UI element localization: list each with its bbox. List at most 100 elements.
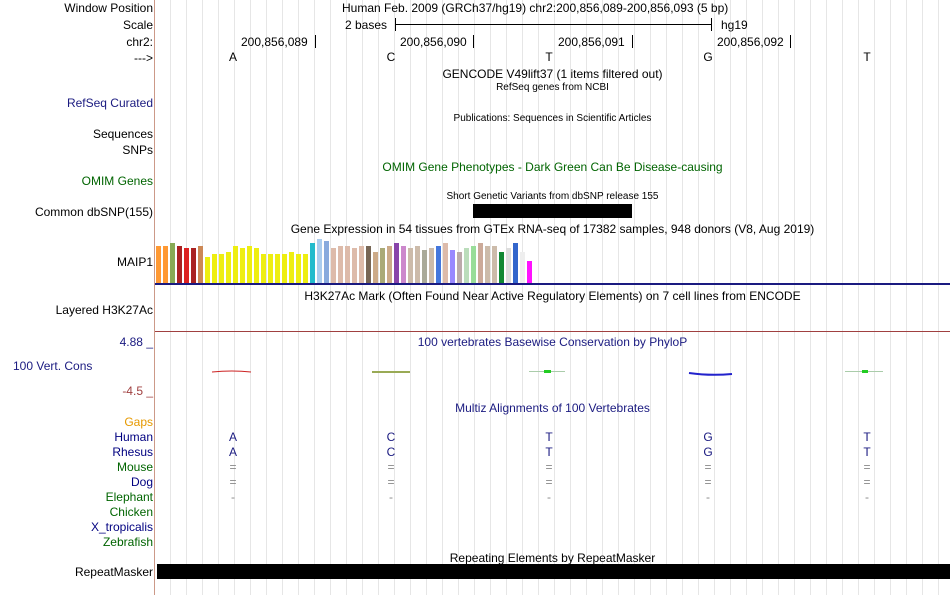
grid-line — [570, 0, 571, 595]
gtex-tissue-bar[interactable] — [338, 246, 343, 283]
repeatmasker-element-bar[interactable] — [157, 564, 950, 579]
gtex-tissue-bar[interactable] — [296, 254, 301, 283]
gtex-tissue-bar[interactable] — [387, 246, 392, 283]
gtex-tissue-bar[interactable] — [184, 248, 189, 283]
gtex-tissue-bar[interactable] — [163, 246, 168, 283]
gtex-tissue-bar[interactable] — [240, 248, 245, 283]
gtex-tissue-bar[interactable] — [352, 248, 357, 283]
gtex-tissue-bar[interactable] — [261, 254, 266, 283]
coord-3: 200,856,091 — [558, 35, 625, 49]
repeatmasker-track-label[interactable]: RepeatMasker — [74, 565, 153, 579]
gtex-tissue-bar[interactable] — [170, 243, 175, 283]
grid-line — [330, 0, 331, 595]
gtex-tissue-bar[interactable] — [506, 248, 511, 283]
gtex-tissue-bar[interactable] — [233, 246, 238, 283]
gtex-tissue-bar[interactable] — [324, 241, 329, 283]
sequences-track-label[interactable]: Sequences — [92, 127, 153, 141]
gtex-tissue-bar[interactable] — [464, 248, 469, 283]
gtex-tissue-bar[interactable] — [289, 252, 294, 283]
repeatmasker-track-title[interactable]: Repeating Elements by RepeatMasker — [449, 551, 656, 565]
gtex-tissue-bar[interactable] — [226, 252, 231, 283]
gtex-tissue-bar[interactable] — [212, 254, 217, 283]
gtex-tissue-bar[interactable] — [429, 248, 434, 283]
gtex-tissue-bar[interactable] — [282, 254, 287, 283]
gtex-tissue-bar[interactable] — [513, 243, 518, 283]
gtex-tissue-bar[interactable] — [205, 257, 210, 283]
omim-track-label[interactable]: OMIM Genes — [81, 174, 153, 188]
gtex-tissue-bar[interactable] — [219, 254, 224, 283]
gtex-tissue-bar[interactable] — [366, 246, 371, 283]
gtex-tissue-bar[interactable] — [254, 248, 259, 283]
gtex-tissue-bar[interactable] — [401, 246, 406, 283]
gtex-tissue-bar[interactable] — [415, 246, 420, 283]
multiz-track-title[interactable]: Multiz Alignments of 100 Vertebrates — [455, 401, 650, 415]
gencode-track-title[interactable]: GENCODE V49lift37 (1 items filtered out) — [442, 67, 663, 81]
publications-track-title[interactable]: Publications: Sequences in Scientific Ar… — [453, 113, 652, 124]
gtex-tissue-bar[interactable] — [471, 246, 476, 283]
grid-line — [586, 0, 587, 595]
species-label-zebrafish[interactable]: Zebrafish — [102, 535, 153, 549]
gtex-tissue-bar[interactable] — [275, 254, 280, 283]
gtex-tissue-bar[interactable] — [303, 254, 308, 283]
gtex-tissue-bar[interactable] — [331, 248, 336, 283]
gtex-tissue-bar[interactable] — [443, 243, 448, 283]
species-label-dog[interactable]: Dog — [130, 475, 153, 489]
h3k27ac-track-label[interactable]: Layered H3K27Ac — [55, 303, 153, 317]
gtex-tissue-bar[interactable] — [450, 250, 455, 283]
gtex-tissue-bar[interactable] — [198, 246, 203, 283]
gtex-tissue-bar[interactable] — [478, 243, 483, 283]
dbsnp-track-title[interactable]: Short Genetic Variants from dbSNP releas… — [446, 191, 659, 202]
gtex-tissue-bar[interactable] — [359, 246, 364, 283]
base-2: C — [386, 50, 396, 64]
omim-track-title[interactable]: OMIM Gene Phenotypes - Dark Green Can Be… — [382, 160, 723, 174]
base-1: A — [228, 50, 237, 64]
dbsnp-track-label[interactable]: Common dbSNP(155) — [34, 205, 153, 219]
species-label-rhesus[interactable]: Rhesus — [112, 445, 153, 459]
gtex-tissue-bar[interactable] — [177, 246, 182, 283]
species-label-elephant[interactable]: Elephant — [105, 490, 153, 504]
species-label-mouse[interactable]: Mouse — [116, 460, 153, 474]
h3k27ac-track-title[interactable]: H3K27Ac Mark (Often Found Near Active Re… — [304, 289, 801, 303]
window-position-value[interactable]: Human Feb. 2009 (GRCh37/hg19) chr2:200,8… — [342, 1, 729, 15]
gtex-tissue-bar[interactable] — [457, 252, 462, 283]
phylop-track-title[interactable]: 100 vertebrates Basewise Conservation by… — [417, 335, 688, 349]
grid-line — [474, 0, 475, 595]
gtex-tissue-bar[interactable] — [520, 252, 525, 283]
refseq-track-label[interactable]: RefSeq Curated — [66, 96, 153, 110]
gtex-tissue-bar[interactable] — [492, 246, 497, 283]
gtex-tissue-bar[interactable] — [268, 254, 273, 283]
scale-assembly: hg19 — [721, 18, 748, 32]
gtex-tissue-bar[interactable] — [373, 252, 378, 283]
phylop-track-label[interactable]: 100 Vert. Cons — [13, 359, 93, 373]
gtex-tissue-bar[interactable] — [380, 248, 385, 283]
gtex-tissue-bar[interactable] — [310, 243, 315, 283]
gtex-tissue-bar[interactable] — [191, 248, 196, 283]
grid-line — [266, 0, 267, 595]
species-label-human[interactable]: Human — [114, 430, 153, 444]
refseq-track-title[interactable]: RefSeq genes from NCBI — [496, 82, 609, 93]
grid-line — [938, 0, 939, 595]
gtex-tissue-bar[interactable] — [317, 239, 322, 283]
gtex-tissue-bar[interactable] — [422, 250, 427, 283]
gtex-tissue-bar[interactable] — [485, 246, 490, 283]
dbsnp-variant-bar[interactable] — [473, 204, 632, 218]
species-label-x_tropicalis[interactable]: X_tropicalis — [90, 520, 153, 534]
gtex-tissue-bar[interactable] — [394, 243, 399, 283]
species-label-chicken[interactable]: Chicken — [109, 505, 153, 519]
alignment-base: = — [229, 475, 237, 489]
gtex-tissue-bar[interactable] — [499, 252, 504, 283]
gaps-track-label[interactable]: Gaps — [124, 415, 153, 429]
gtex-tissue-bar[interactable] — [156, 246, 161, 283]
alignment-base: - — [706, 490, 710, 504]
grid-line — [906, 0, 907, 595]
snps-track-label[interactable]: SNPs — [122, 143, 153, 157]
gtex-tissue-bar[interactable] — [408, 248, 413, 283]
gtex-tissue-bar[interactable] — [527, 261, 532, 283]
gtex-track-title[interactable]: Gene Expression in 54 tissues from GTEx … — [290, 222, 815, 236]
scale-bar — [395, 24, 711, 25]
gtex-tissue-bar[interactable] — [247, 246, 252, 283]
gtex-gene-label[interactable]: MAIP1 — [116, 255, 153, 269]
gtex-tissue-bar[interactable] — [345, 246, 350, 283]
phylop-min-label: -4.5 _ — [122, 384, 153, 398]
gtex-tissue-bar[interactable] — [436, 246, 441, 283]
